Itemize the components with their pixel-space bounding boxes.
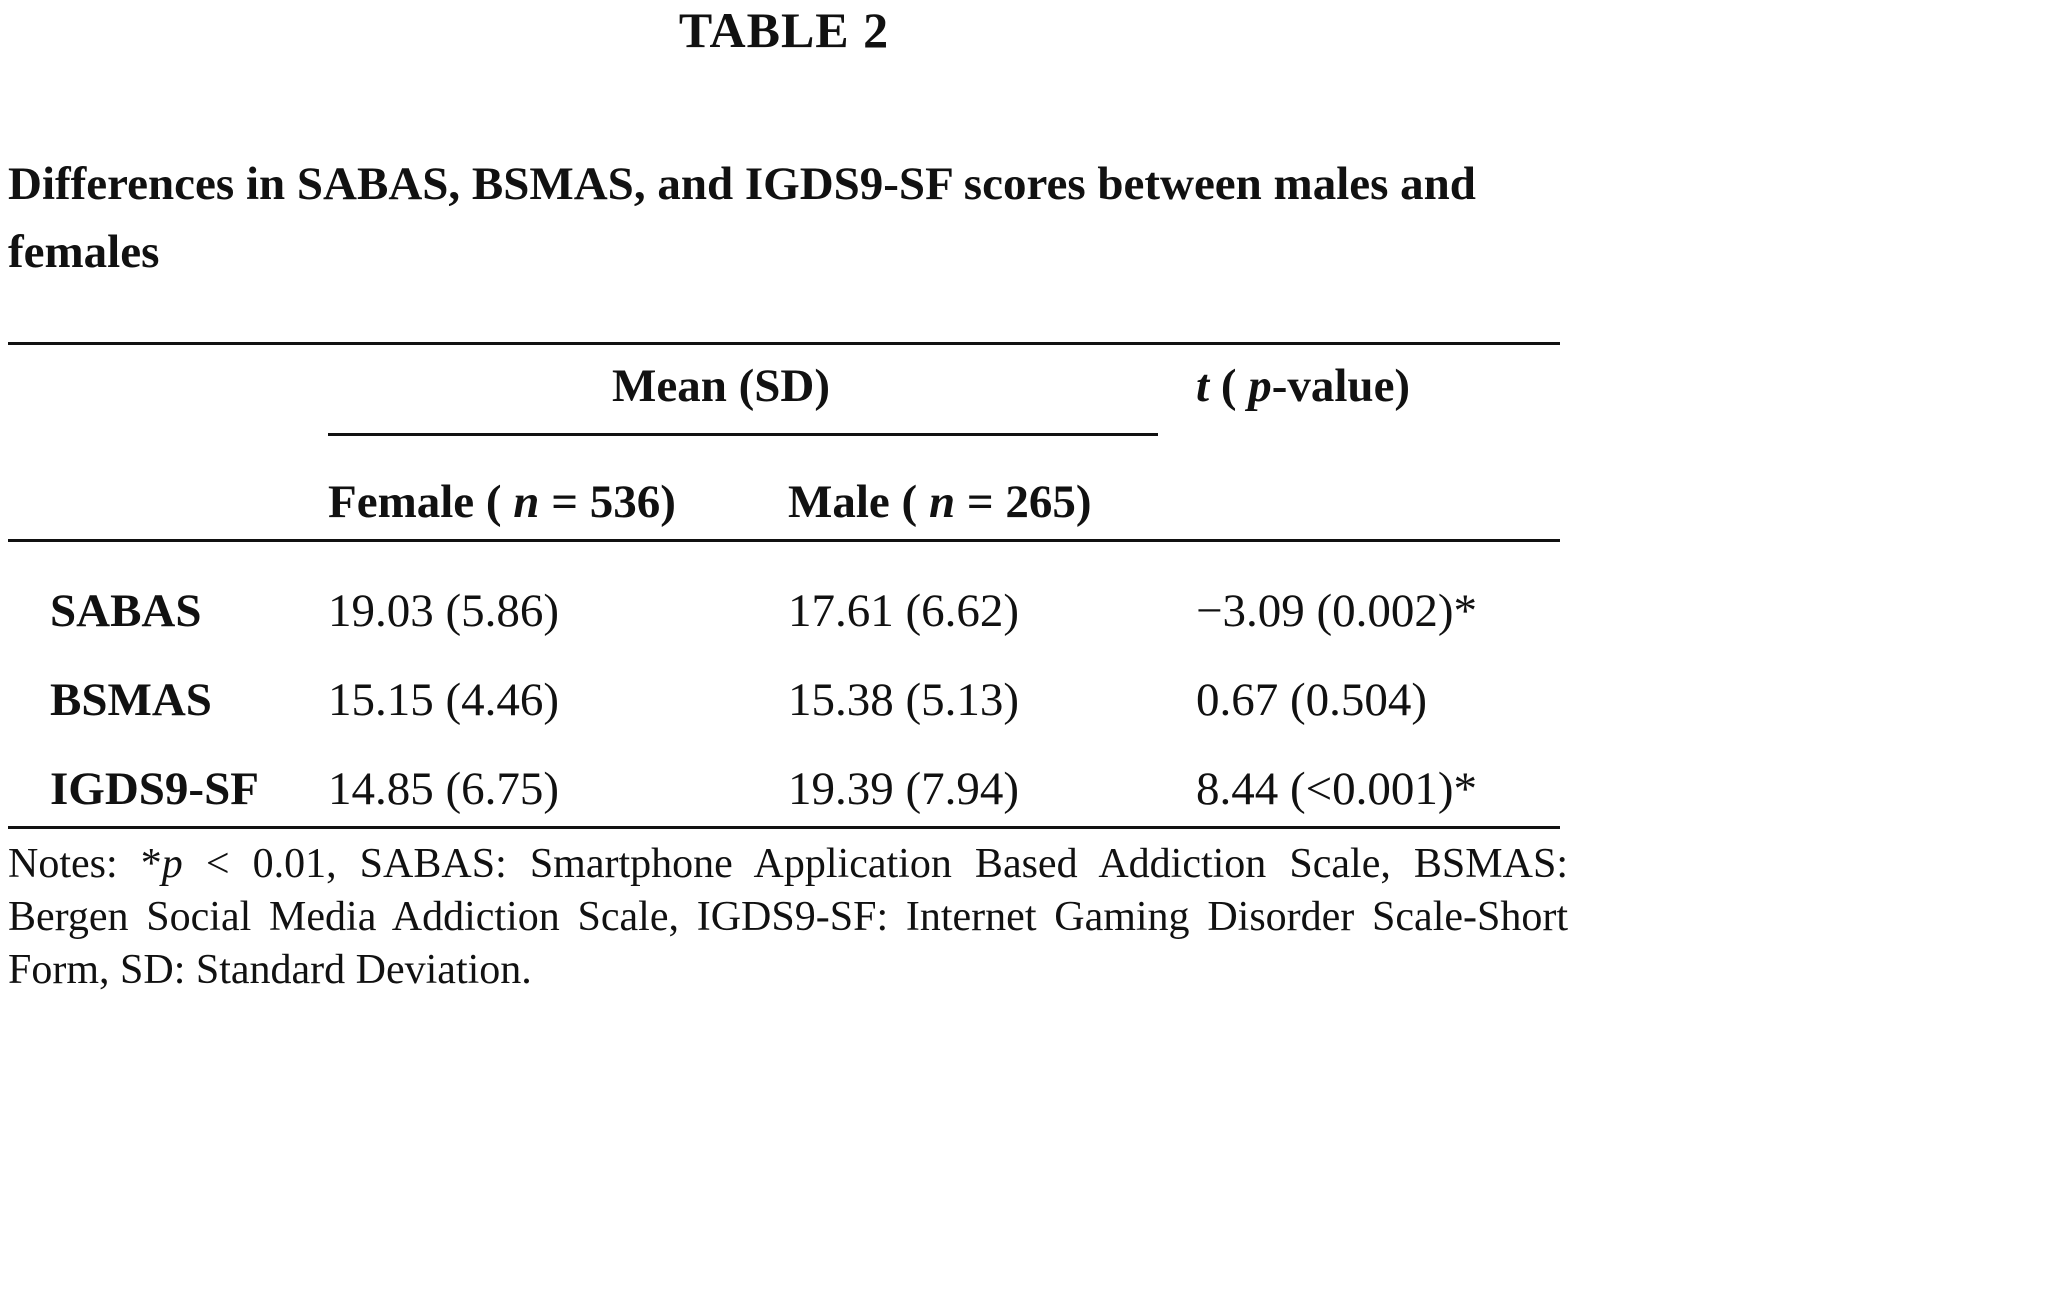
row-label-sabas: SABAS xyxy=(50,585,202,637)
cell-sabas-t: −3.09 (0.002)* xyxy=(1196,585,1478,637)
header-mean-sd: Mean (SD) xyxy=(612,360,830,412)
header-female: Female ( n = 536) xyxy=(328,474,676,530)
header-male-value: = 265) xyxy=(955,476,1092,528)
header-t-open: ( xyxy=(1209,360,1249,412)
cell-igds9-sf-t: 8.44 (<0.001)* xyxy=(1196,763,1478,815)
header-female-label: Female ( xyxy=(328,476,514,528)
notes-prefix: Notes: * xyxy=(8,841,162,887)
notes-text: < 0.01, SABAS: Smartphone Application Ba… xyxy=(8,841,1568,993)
table-label: TABLE 2 xyxy=(678,2,890,58)
cell-bsmas-male: 15.38 (5.13) xyxy=(788,674,1020,726)
cell-igds9-sf-female: 14.85 (6.75) xyxy=(328,763,560,815)
cell-sabas-female: 19.03 (5.86) xyxy=(328,585,560,637)
header-female-value: = 536) xyxy=(539,476,676,528)
header-male-label: Male ( xyxy=(788,476,929,528)
header-p-symbol: p xyxy=(1248,360,1272,412)
header-t-rest: -value) xyxy=(1271,360,1411,412)
header-t-p-value: t ( p-value) xyxy=(1196,358,1410,414)
cell-sabas-male: 17.61 (6.62) xyxy=(788,585,1020,637)
cell-bsmas-female: 15.15 (4.46) xyxy=(328,674,560,726)
header-male-n: n xyxy=(928,476,956,528)
row-label-bsmas: BSMAS xyxy=(50,674,212,726)
notes-p-symbol: p xyxy=(161,841,183,887)
header-rule xyxy=(8,539,1560,542)
row-label-igds9-sf: IGDS9-SF xyxy=(50,763,259,815)
header-female-n: n xyxy=(513,476,540,528)
table-caption: Differences in SABAS, BSMAS, and IGDS9-S… xyxy=(8,158,1476,278)
top-rule xyxy=(8,342,1560,345)
cell-bsmas-t: 0.67 (0.504) xyxy=(1196,674,1428,726)
table-notes: Notes: *p < 0.01, SABAS: Smartphone Appl… xyxy=(8,838,1568,997)
bottom-rule xyxy=(8,826,1560,829)
header-male: Male ( n = 265) xyxy=(788,474,1092,530)
cell-igds9-sf-male: 19.39 (7.94) xyxy=(788,763,1020,815)
header-t-symbol: t xyxy=(1196,360,1210,412)
mean-sd-spanner-rule xyxy=(328,433,1158,436)
